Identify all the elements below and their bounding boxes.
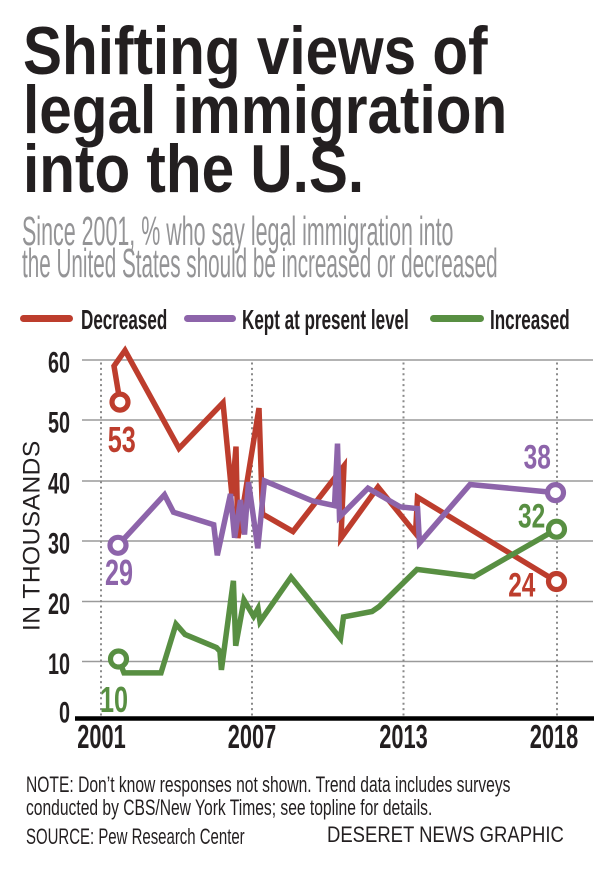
svg-text:24: 24 <box>508 567 536 605</box>
svg-text:0: 0 <box>59 697 70 730</box>
svg-text:50: 50 <box>48 407 70 440</box>
svg-text:60: 60 <box>48 347 70 380</box>
svg-text:2013: 2013 <box>379 718 427 755</box>
svg-text:40: 40 <box>48 468 70 501</box>
svg-text:29: 29 <box>105 553 133 594</box>
svg-text:2001: 2001 <box>77 718 125 755</box>
svg-text:2007: 2007 <box>228 718 276 755</box>
svg-text:30: 30 <box>48 528 70 561</box>
svg-text:53: 53 <box>108 420 136 461</box>
svg-text:32: 32 <box>518 497 545 535</box>
svg-text:20: 20 <box>48 588 70 621</box>
svg-text:2018: 2018 <box>530 718 578 755</box>
svg-text:IN THOUSANDS: IN THOUSANDS <box>19 440 46 631</box>
svg-text:10: 10 <box>100 680 128 721</box>
svg-text:38: 38 <box>524 439 551 477</box>
svg-text:10: 10 <box>48 648 70 681</box>
